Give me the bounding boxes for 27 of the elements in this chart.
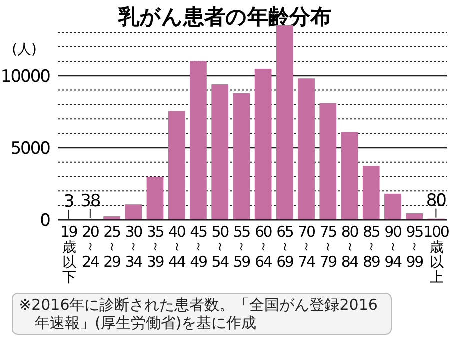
- xtick: 30～34: [125, 223, 142, 271]
- data-label: 38: [80, 191, 100, 212]
- ylabel: (人): [12, 42, 37, 58]
- xtick: 60～64: [254, 223, 272, 271]
- xtick: 50～54: [212, 223, 228, 271]
- xtick: 55～59: [233, 223, 250, 271]
- title: 乳がん患者の年齢分布: [118, 5, 332, 29]
- y-tick-label: 10000: [0, 66, 50, 87]
- xtick: 70～74: [298, 223, 315, 271]
- xtick: 100歳以上: [424, 223, 449, 286]
- xtick: 95～99: [406, 223, 423, 271]
- y-tick-label: 0: [40, 211, 50, 231]
- xtick: 40～44: [168, 223, 186, 271]
- xtick: 75～79: [320, 223, 336, 271]
- data-label: 80: [426, 190, 446, 211]
- text: ※2016年に診断された患者数。「全国がん登録2016年速報」(厚生労働省)を基に作成: [19, 296, 379, 332]
- xtick: 65～69: [276, 223, 294, 271]
- xtick: 35～39: [146, 223, 164, 271]
- y-tick-label: 5000: [10, 138, 50, 159]
- xtick: 25～29: [104, 223, 120, 271]
- xtick: 80～84: [341, 223, 358, 271]
- data-label: 3: [64, 192, 74, 212]
- xtick: 85～89: [363, 223, 380, 271]
- xtick: 45～49: [190, 223, 207, 271]
- xtick: 20～24: [82, 223, 99, 271]
- xtick: 19歳以下: [60, 223, 78, 286]
- xtick: 90～94: [384, 223, 402, 271]
